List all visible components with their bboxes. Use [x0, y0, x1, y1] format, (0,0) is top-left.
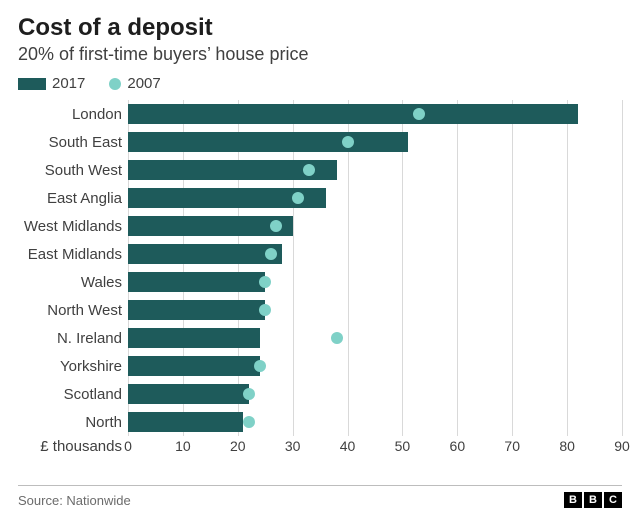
chart-row: East Anglia: [18, 184, 622, 212]
chart-row: West Midlands: [18, 212, 622, 240]
legend-swatch-dot: [109, 78, 121, 90]
x-tick-label: 60: [450, 438, 466, 454]
footer-divider: [18, 485, 622, 486]
category-label: North: [18, 414, 128, 431]
category-label: N. Ireland: [18, 330, 128, 347]
chart-row: Wales: [18, 268, 622, 296]
chart-subtitle: 20% of first-time buyers’ house price: [18, 44, 622, 65]
legend-item-dot: 2007: [109, 75, 160, 92]
x-tick-label: 30: [285, 438, 301, 454]
chart-row: South West: [18, 156, 622, 184]
legend-item-bar: 2017: [18, 75, 85, 92]
category-label: Yorkshire: [18, 358, 128, 375]
chart-row: East Midlands: [18, 240, 622, 268]
bbc-logo-b1: B: [564, 492, 582, 508]
bbc-logo-b2: B: [584, 492, 602, 508]
category-label: South West: [18, 162, 128, 179]
x-tick-label: 20: [230, 438, 246, 454]
x-tick-label: 70: [504, 438, 520, 454]
chart-row: North: [18, 408, 622, 436]
x-axis-label: £ thousands: [18, 438, 128, 460]
legend-label-bar: 2017: [52, 75, 85, 92]
footer: Source: Nationwide B B C: [18, 485, 622, 508]
category-label: West Midlands: [18, 218, 128, 235]
chart-row: Scotland: [18, 380, 622, 408]
chart-row: Yorkshire: [18, 352, 622, 380]
chart-row: London: [18, 100, 622, 128]
x-tick-label: 10: [175, 438, 191, 454]
gridline: [622, 100, 623, 436]
legend-swatch-bar: [18, 78, 46, 90]
legend: 2017 2007: [18, 75, 622, 92]
bbc-logo: B B C: [564, 492, 622, 508]
chart-title: Cost of a deposit: [18, 14, 622, 42]
x-tick-label: 90: [614, 438, 630, 454]
category-label: Scotland: [18, 386, 128, 403]
source-text: Source: Nationwide: [18, 493, 131, 508]
legend-label-dot: 2007: [127, 75, 160, 92]
category-label: Wales: [18, 274, 128, 291]
x-tick-label: 40: [340, 438, 356, 454]
chart-area: 0102030405060708090 £ thousands LondonSo…: [18, 100, 622, 460]
category-label: London: [18, 106, 128, 123]
x-tick-label: 80: [559, 438, 575, 454]
category-label: East Anglia: [18, 190, 128, 207]
x-tick-label: 50: [395, 438, 411, 454]
chart-row: South East: [18, 128, 622, 156]
chart-row: North West: [18, 296, 622, 324]
bbc-logo-c: C: [604, 492, 622, 508]
chart-row: N. Ireland: [18, 324, 622, 352]
category-label: South East: [18, 134, 128, 151]
category-label: North West: [18, 302, 128, 319]
category-label: East Midlands: [18, 246, 128, 263]
